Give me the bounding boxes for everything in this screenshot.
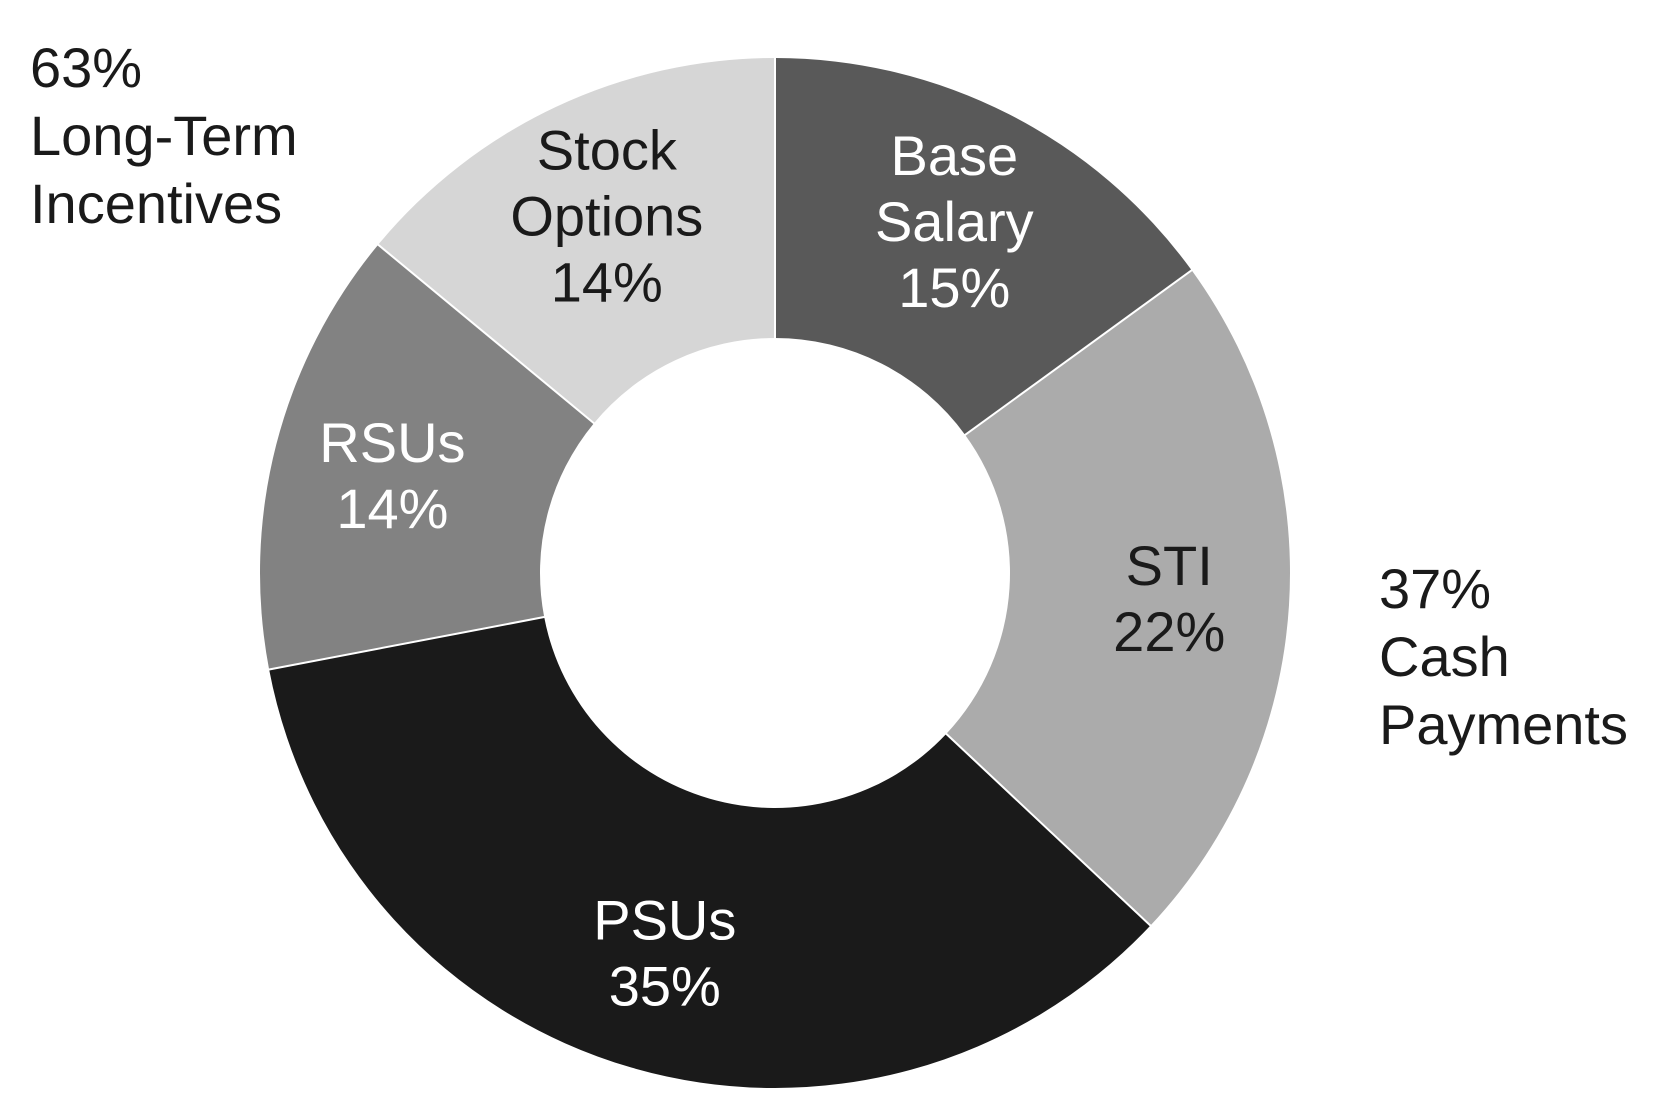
- slice-rsus: [260, 244, 594, 670]
- slice-base-salary: [775, 58, 1192, 435]
- slice-label-base-salary: Base Salary 15%: [875, 124, 1034, 319]
- group-lti-line-1: Long-Term: [30, 104, 298, 167]
- slice-sti: [946, 270, 1290, 926]
- slice-label-sti: STI 22%: [1113, 533, 1225, 662]
- slice-name-base-salary: Base: [891, 124, 1019, 187]
- slice-psus: [269, 617, 1151, 1088]
- group-lti-line-2: Incentives: [30, 172, 283, 235]
- slice-label-psus: PSUs 35%: [593, 888, 736, 1017]
- slice-name-stock-options: Stock: [537, 118, 678, 181]
- slice-separator: [944, 731, 1153, 928]
- group-label-long-term-incentives: 63% Long-Term Incentives: [30, 34, 298, 238]
- slice-stock-options: [378, 58, 775, 424]
- slice-name-sti: STI: [1126, 533, 1213, 596]
- slice-label-rsus: RSUs 14%: [319, 410, 465, 539]
- slice-value-rsus: 14%: [336, 476, 448, 539]
- slice-labels: Base Salary 15%STI 22%PSUs 35%RSUs 14%Stock Op…: [319, 118, 1225, 1017]
- slice-name-psus: PSUs: [593, 888, 736, 951]
- slice-value-base-salary: 15%: [898, 256, 1010, 319]
- slice-label-stock-options: Stock Options 14%: [510, 118, 703, 313]
- slice-separator: [962, 268, 1194, 437]
- group-cash-line-1: Cash: [1379, 625, 1510, 688]
- slice-value-sti: 22%: [1113, 599, 1225, 662]
- slice-separator: [376, 242, 597, 426]
- group-cash-percent: 37%: [1379, 557, 1492, 620]
- group-label-cash-payments: 37% Cash Payments: [1379, 555, 1628, 759]
- slice-name-stock-options: Options: [510, 184, 703, 247]
- group-cash-line-2: Payments: [1379, 693, 1628, 756]
- slice-value-stock-options: 14%: [551, 250, 663, 313]
- slice-separator: [266, 615, 547, 671]
- donut-slices: [260, 56, 1290, 1088]
- group-lti-percent: 63%: [30, 36, 143, 99]
- slice-name-base-salary: Salary: [875, 190, 1034, 253]
- slice-name-rsus: RSUs: [319, 410, 465, 473]
- slice-value-psus: 35%: [609, 954, 721, 1017]
